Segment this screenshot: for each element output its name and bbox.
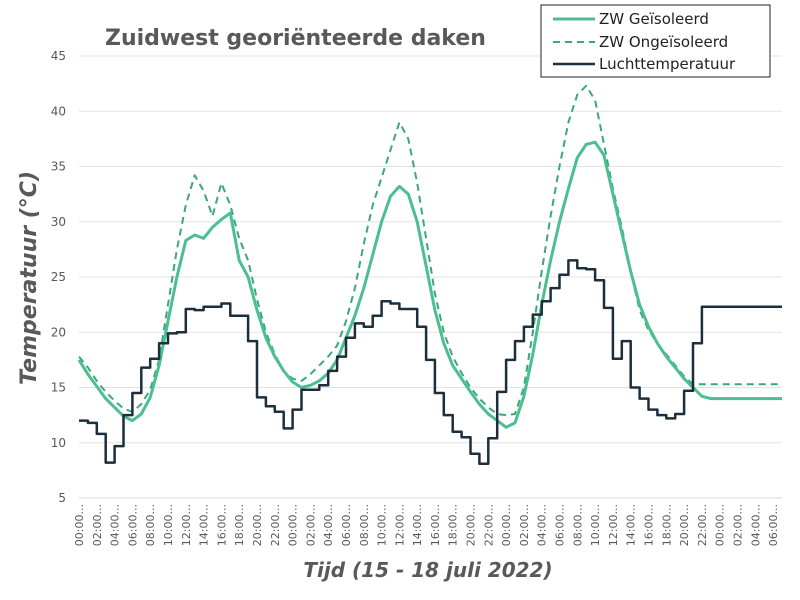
- x-tick-label: 22:00...: [696, 504, 709, 546]
- x-tick-label: 12:00...: [393, 504, 406, 546]
- series: [77, 84, 782, 465]
- x-tick-label: 00:00...: [287, 504, 300, 546]
- y-tick-label: 40: [51, 104, 66, 118]
- x-tick-label: 08:00...: [144, 504, 157, 546]
- x-tick-label: 02:00...: [91, 504, 104, 546]
- x-tick-label: 18:00...: [660, 504, 673, 546]
- x-axis-ticks: 00:00... 02:00... 04:00... 06:00... 08:00...…: [73, 504, 780, 546]
- x-tick-label: 12:00...: [607, 504, 620, 546]
- x-tick-label: 20:00...: [678, 504, 691, 546]
- x-tick-label: 12:00...: [180, 504, 193, 546]
- x-tick-label: 14:00...: [625, 504, 638, 546]
- y-tick-label: 10: [51, 436, 66, 450]
- x-tick-label: 08:00...: [571, 504, 584, 546]
- series-line-1: [78, 84, 782, 417]
- y-tick-label: 35: [51, 160, 66, 174]
- x-tick-label: 16:00...: [429, 504, 442, 546]
- x-tick-label: 20:00...: [465, 504, 478, 546]
- x-tick-label: 04:00...: [322, 504, 335, 546]
- x-tick-label: 06:00...: [340, 504, 353, 546]
- x-tick-label: 14:00...: [198, 504, 211, 546]
- y-axis-ticks: 5 10 15 20 25 30 35 40 45: [51, 49, 66, 505]
- legend-label-luchttemperatuur: Luchttemperatuur: [599, 55, 736, 73]
- x-axis-label: Tijd (15 - 18 juli 2022): [303, 558, 552, 582]
- x-tick-label: 10:00...: [589, 504, 602, 546]
- x-tick-label: 00:00...: [714, 504, 727, 546]
- x-tick-label: 02:00...: [304, 504, 317, 546]
- x-tick-label: 18:00...: [233, 504, 246, 546]
- chart-title: Zuidwest georiënteerde daken: [105, 26, 486, 51]
- x-tick-label: 22:00...: [269, 504, 282, 546]
- legend-label-zw-geisoleerd: ZW Geïsoleerd: [599, 10, 709, 28]
- x-tick-label: 06:00...: [767, 504, 780, 546]
- y-tick-label: 25: [51, 270, 66, 284]
- x-tick-label: 04:00...: [749, 504, 762, 546]
- series-line-0: [77, 140, 782, 429]
- x-tick-label: 08:00...: [358, 504, 371, 546]
- x-tick-label: 00:00...: [73, 504, 86, 546]
- x-tick-label: 16:00...: [215, 504, 228, 546]
- legend-label-zw-ongeisoleerd: ZW Ongeïsoleerd: [599, 33, 728, 51]
- x-tick-label: 10:00...: [162, 504, 175, 546]
- series-line-2: [79, 259, 782, 465]
- x-tick-label: 02:00...: [518, 504, 531, 546]
- y-tick-label: 15: [51, 381, 66, 395]
- x-tick-label: 16:00...: [643, 504, 656, 546]
- x-tick-label: 00:00...: [500, 504, 513, 546]
- x-tick-label: 20:00...: [251, 504, 264, 546]
- grid: [79, 55, 782, 499]
- x-tick-label: 06:00...: [126, 504, 139, 546]
- x-tick-label: 04:00...: [536, 504, 549, 546]
- y-tick-label: 45: [51, 49, 66, 63]
- legend: ZW Geïsoleerd ZW Ongeïsoleerd Luchttempe…: [540, 4, 771, 78]
- x-tick-label: 04:00...: [109, 504, 122, 546]
- x-tick-label: 10:00...: [376, 504, 389, 546]
- x-tick-label: 14:00...: [411, 504, 424, 546]
- y-axis-label: Temperatuur (°C): [17, 171, 42, 385]
- y-tick-label: 5: [58, 491, 66, 505]
- x-tick-label: 18:00...: [447, 504, 460, 546]
- x-tick-label: 02:00...: [732, 504, 745, 546]
- x-tick-label: 22:00...: [482, 504, 495, 546]
- y-tick-label: 30: [51, 215, 66, 229]
- x-tick-label: 06:00...: [554, 504, 567, 546]
- y-tick-label: 20: [51, 325, 66, 339]
